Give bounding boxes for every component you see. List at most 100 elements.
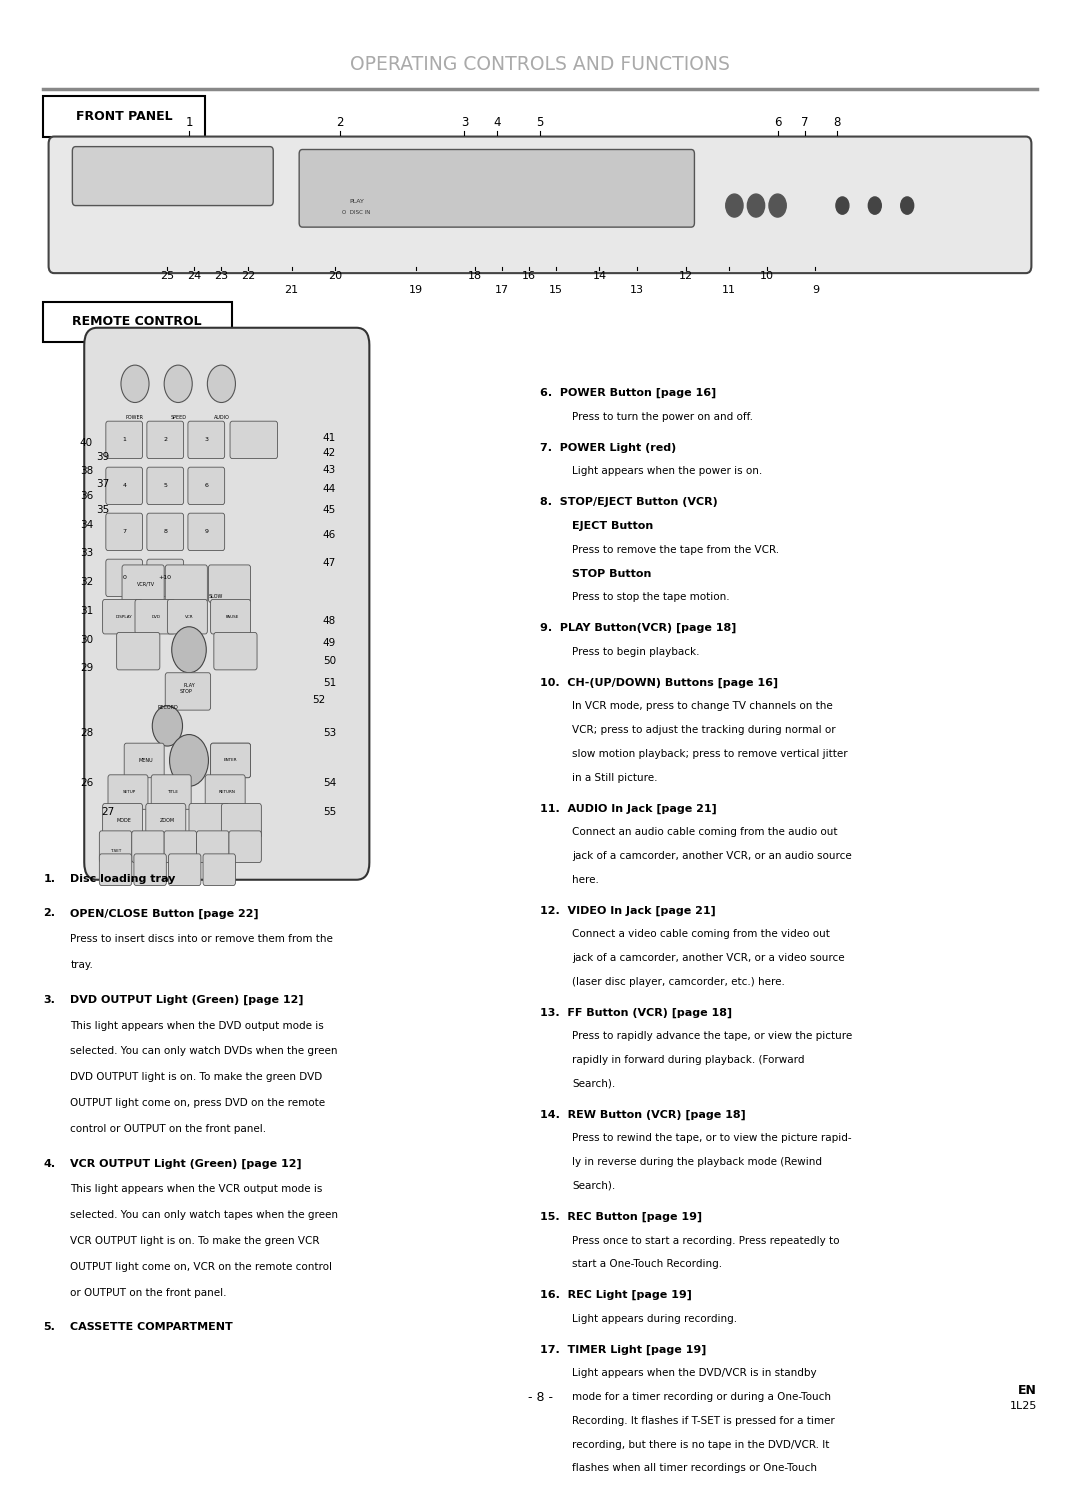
FancyBboxPatch shape — [147, 513, 184, 550]
Circle shape — [769, 195, 786, 217]
Text: 44: 44 — [323, 483, 336, 494]
FancyBboxPatch shape — [135, 599, 175, 633]
Text: 46: 46 — [323, 529, 336, 540]
Text: 14: 14 — [592, 271, 607, 281]
Text: 16.  REC Light [page 19]: 16. REC Light [page 19] — [540, 1291, 692, 1301]
FancyBboxPatch shape — [134, 854, 166, 885]
Text: 30: 30 — [80, 635, 93, 645]
Text: RECORD: RECORD — [157, 705, 178, 709]
Text: Connect an audio cable coming from the audio out: Connect an audio cable coming from the a… — [572, 827, 838, 837]
Text: 5.: 5. — [43, 1322, 55, 1332]
FancyBboxPatch shape — [147, 559, 184, 596]
FancyBboxPatch shape — [103, 599, 143, 633]
Text: REMOTE CONTROL: REMOTE CONTROL — [72, 315, 202, 329]
Text: Press to stop the tape motion.: Press to stop the tape motion. — [572, 592, 730, 602]
Text: 40: 40 — [80, 437, 93, 448]
Text: 10.  CH-(UP/DOWN) Buttons [page 16]: 10. CH-(UP/DOWN) Buttons [page 16] — [540, 678, 778, 688]
Text: 42: 42 — [323, 448, 336, 458]
Text: here.: here. — [572, 874, 599, 885]
Text: 27: 27 — [102, 807, 114, 818]
Text: MODE: MODE — [117, 818, 132, 824]
Text: EJECT Button: EJECT Button — [572, 520, 653, 531]
Text: (laser disc player, camcorder, etc.) here.: (laser disc player, camcorder, etc.) her… — [572, 977, 785, 987]
FancyBboxPatch shape — [167, 599, 207, 633]
Text: 33: 33 — [80, 549, 93, 559]
Text: PLAY: PLAY — [184, 683, 194, 688]
Text: 52: 52 — [312, 694, 325, 705]
Text: 4.: 4. — [43, 1158, 55, 1169]
Text: 15: 15 — [550, 286, 563, 296]
FancyBboxPatch shape — [197, 831, 229, 862]
FancyBboxPatch shape — [208, 565, 251, 602]
Circle shape — [868, 196, 881, 214]
Circle shape — [121, 366, 149, 403]
Text: 5: 5 — [537, 116, 543, 129]
FancyBboxPatch shape — [151, 775, 191, 809]
FancyBboxPatch shape — [132, 831, 164, 862]
Text: 1: 1 — [122, 437, 126, 442]
FancyBboxPatch shape — [188, 421, 225, 458]
Text: tray.: tray. — [70, 961, 93, 970]
Text: STOP Button: STOP Button — [572, 568, 651, 578]
Text: 7: 7 — [801, 116, 808, 129]
FancyBboxPatch shape — [106, 559, 143, 596]
Circle shape — [170, 735, 208, 787]
Text: 35: 35 — [96, 506, 109, 516]
Text: 39: 39 — [96, 452, 109, 462]
Text: rapidly in forward during playback. (Forward: rapidly in forward during playback. (For… — [572, 1056, 805, 1065]
Text: This light appears when the DVD output mode is: This light appears when the DVD output m… — [70, 1020, 324, 1030]
FancyBboxPatch shape — [99, 831, 132, 862]
Text: mode for a timer recording or during a One-Touch: mode for a timer recording or during a O… — [572, 1392, 832, 1402]
FancyBboxPatch shape — [146, 803, 186, 839]
Text: 31: 31 — [80, 605, 93, 616]
FancyBboxPatch shape — [165, 565, 207, 602]
Text: 6: 6 — [204, 483, 208, 488]
Text: control or OUTPUT on the front panel.: control or OUTPUT on the front panel. — [70, 1124, 267, 1135]
Circle shape — [726, 195, 743, 217]
Text: 3: 3 — [461, 116, 468, 129]
Text: 11: 11 — [723, 286, 735, 296]
Text: 11.  AUDIO In Jack [page 21]: 11. AUDIO In Jack [page 21] — [540, 803, 717, 813]
Text: flashes when all timer recordings or One-Touch: flashes when all timer recordings or One… — [572, 1463, 818, 1474]
Text: 8: 8 — [834, 116, 840, 129]
FancyBboxPatch shape — [211, 744, 251, 778]
FancyBboxPatch shape — [164, 831, 197, 862]
Text: SLOW: SLOW — [208, 595, 224, 599]
Circle shape — [172, 626, 206, 672]
Text: Press to insert discs into or remove them from the: Press to insert discs into or remove the… — [70, 934, 333, 944]
Text: SETUP: SETUP — [123, 790, 136, 794]
Text: 53: 53 — [323, 729, 336, 738]
Text: ly in reverse during the playback mode (Rewind: ly in reverse during the playback mode (… — [572, 1157, 822, 1167]
Text: RETURN: RETURN — [218, 790, 235, 794]
Text: EN: EN — [1018, 1383, 1037, 1396]
FancyBboxPatch shape — [106, 421, 143, 458]
Text: Light appears when the power is on.: Light appears when the power is on. — [572, 467, 762, 476]
FancyBboxPatch shape — [211, 599, 251, 633]
Text: 15.  REC Button [page 19]: 15. REC Button [page 19] — [540, 1212, 702, 1222]
Text: - 8 -: - 8 - — [527, 1390, 553, 1404]
Text: 41: 41 — [323, 433, 336, 443]
Text: 45: 45 — [323, 506, 336, 516]
Text: VCR OUTPUT Light (Green) [page 12]: VCR OUTPUT Light (Green) [page 12] — [70, 1158, 301, 1169]
Text: 37: 37 — [96, 479, 109, 489]
Text: 19: 19 — [408, 286, 423, 296]
Text: 7: 7 — [122, 529, 126, 534]
FancyBboxPatch shape — [103, 803, 143, 839]
Text: 48: 48 — [323, 616, 336, 626]
Text: 34: 34 — [80, 519, 93, 529]
Text: selected. You can only watch DVDs when the green: selected. You can only watch DVDs when t… — [70, 1047, 338, 1056]
Text: 6.  POWER Button [page 16]: 6. POWER Button [page 16] — [540, 388, 716, 399]
Text: VCR: VCR — [185, 614, 193, 619]
Text: DVD: DVD — [152, 614, 161, 619]
Text: OUTPUT light come on, press DVD on the remote: OUTPUT light come on, press DVD on the r… — [70, 1099, 325, 1108]
FancyBboxPatch shape — [221, 803, 261, 839]
Text: or OUTPUT on the front panel.: or OUTPUT on the front panel. — [70, 1288, 227, 1298]
Text: 1.: 1. — [43, 874, 55, 883]
Text: jack of a camcorder, another VCR, or a video source: jack of a camcorder, another VCR, or a v… — [572, 953, 845, 964]
Text: 17.  TIMER Light [page 19]: 17. TIMER Light [page 19] — [540, 1344, 706, 1355]
Text: 10: 10 — [760, 271, 773, 281]
Text: Search).: Search). — [572, 1181, 616, 1191]
Text: jack of a camcorder, another VCR, or an audio source: jack of a camcorder, another VCR, or an … — [572, 851, 852, 861]
FancyBboxPatch shape — [211, 744, 251, 778]
FancyBboxPatch shape — [188, 467, 225, 504]
